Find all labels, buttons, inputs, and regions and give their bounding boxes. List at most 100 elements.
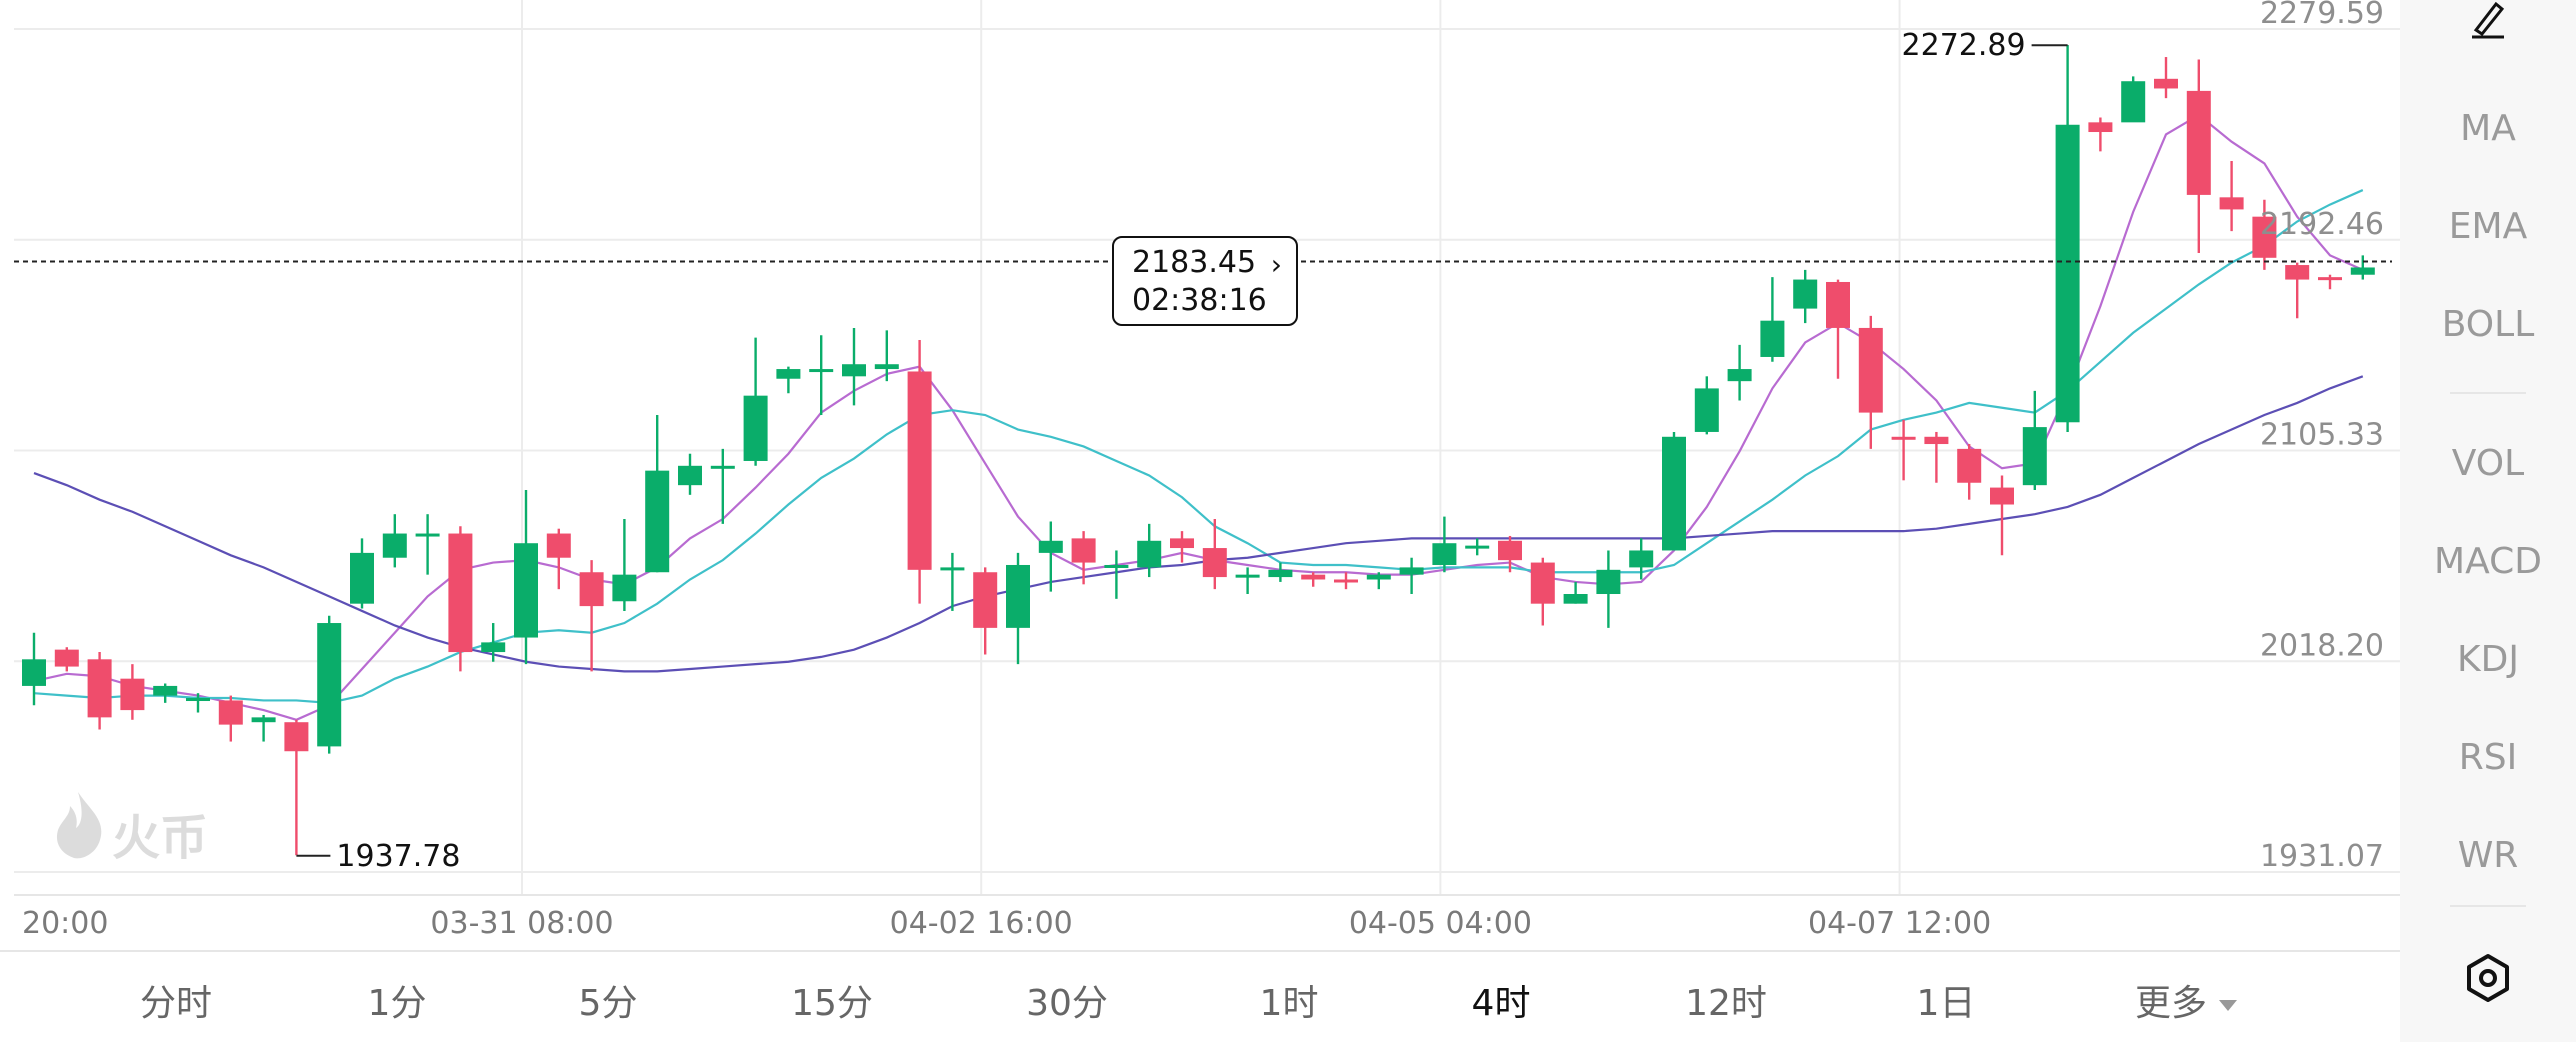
candle-body — [514, 543, 538, 638]
candle-body — [448, 533, 473, 653]
candle-body — [284, 722, 309, 752]
indicator-vol[interactable]: VOL — [2451, 443, 2525, 484]
crosshair-time: 02:38:16 — [1132, 283, 1267, 318]
moving-average-line — [33, 375, 2364, 673]
candle-body — [2088, 122, 2113, 133]
crosshair-price-tooltip[interactable]: 2183.45 02:38:16 › — [1112, 236, 1298, 326]
edit-pencil-icon[interactable] — [2462, 0, 2514, 40]
candle-body — [54, 649, 79, 667]
candle-body — [382, 533, 407, 558]
candle-body — [2186, 90, 2211, 195]
candle-body — [1399, 567, 1424, 575]
x-axis-time-label: 04-02 16:00 — [890, 906, 1073, 941]
candle-body — [678, 465, 702, 486]
candle-body — [546, 533, 571, 558]
candle-body — [481, 642, 506, 653]
y-axis-price-label: 2192.46 — [2260, 207, 2384, 242]
candle-body — [1137, 540, 1162, 568]
min-price-label: 1937.78 — [336, 839, 460, 874]
indicator-ema[interactable]: EMA — [2448, 206, 2528, 247]
candle-body — [415, 533, 440, 537]
candle-body — [251, 717, 276, 723]
indicator-macd[interactable]: MACD — [2434, 541, 2542, 582]
candle-body — [809, 369, 834, 373]
candle-body — [907, 371, 932, 570]
moving-average-line — [33, 113, 2364, 721]
interval-tab-15m[interactable]: 15分 — [791, 983, 873, 1024]
x-axis-time-label: 20:00 — [22, 906, 108, 941]
candle-body — [1202, 548, 1227, 578]
candle-body — [973, 572, 998, 628]
candle-body — [1465, 545, 1490, 549]
candle-body — [2055, 124, 2080, 423]
candle-body — [218, 700, 243, 725]
candle-body — [1301, 574, 1326, 580]
interval-tab-timeline[interactable]: 分时 — [139, 983, 213, 1024]
x-axis-time-label: 03-31 08:00 — [430, 906, 613, 941]
sidebar-divider — [2450, 905, 2526, 907]
candle-body — [1858, 327, 1883, 413]
indicator-wr[interactable]: WR — [2457, 835, 2519, 876]
kline-chart[interactable]: 2279.59 2192.46 2105.33 2018.20 1931.07 20:00… — [0, 0, 2400, 950]
candle-body — [2285, 265, 2310, 280]
indicator-ma[interactable]: MA — [2460, 108, 2516, 149]
x-axis-time-label: 04-05 04:00 — [1349, 906, 1532, 941]
candle-body — [1563, 594, 1588, 604]
candle-body — [1498, 540, 1522, 561]
candle-body — [186, 698, 210, 702]
candle-body — [1104, 564, 1129, 568]
candle-body — [1793, 279, 1818, 309]
indicator-kdj[interactable]: KDJ — [2457, 639, 2519, 680]
candle-body — [317, 623, 342, 747]
candle-body — [1366, 574, 1391, 580]
interval-tab-1d[interactable]: 1日 — [1916, 983, 1976, 1024]
candle-body — [1235, 574, 1260, 578]
candle-body — [2022, 427, 2047, 486]
flame-logo-icon — [56, 792, 102, 859]
candle-body — [1170, 538, 1194, 549]
candle-body — [1071, 538, 1096, 563]
more-label: 更多 — [2134, 983, 2208, 1024]
moving-average-line — [33, 189, 2364, 704]
interval-more-dropdown[interactable]: 更多 — [2134, 974, 2238, 1026]
interval-tab-1m[interactable]: 1分 — [367, 983, 427, 1024]
y-axis-price-label: 2018.20 — [2260, 628, 2384, 663]
settings-hexagon-icon[interactable] — [2458, 948, 2518, 1008]
indicator-sidebar: MA EMA BOLL VOL MACD KDJ RSI WR — [2400, 0, 2576, 1042]
candle-body — [1891, 436, 1916, 440]
interval-tab-1h[interactable]: 1时 — [1259, 983, 1319, 1024]
candle-body — [2252, 216, 2277, 258]
watermark-text: 火币 — [112, 810, 209, 866]
max-price-label: 2272.89 — [1902, 28, 2026, 63]
candle-body — [153, 685, 178, 696]
candle-body — [1924, 436, 1949, 445]
candle-body — [120, 678, 145, 711]
kline-chart-svg: 2279.59 2192.46 2105.33 2018.20 1931.07 20:00… — [14, 0, 2400, 941]
candle-body — [1662, 436, 1686, 551]
candle-body — [1694, 388, 1719, 432]
candle-body — [1006, 564, 1030, 628]
candle-body — [2219, 197, 2244, 210]
candle-body — [22, 659, 46, 686]
candle-body — [1530, 562, 1555, 604]
interval-tab-30m[interactable]: 30分 — [1026, 983, 1108, 1024]
crosshair-price: 2183.45 — [1132, 245, 1257, 280]
interval-tabs-bar: 分时 1分 5分 15分 30分 1时 4时 12时 1日 更多 — [0, 950, 2400, 1044]
interval-tab-5m[interactable]: 5分 — [578, 983, 638, 1024]
candle-body — [645, 470, 670, 573]
sidebar-divider — [2450, 392, 2526, 394]
chevron-right-icon: › — [1270, 248, 1282, 281]
candle-body — [1432, 543, 1457, 565]
indicator-rsi[interactable]: RSI — [2458, 737, 2518, 778]
huobi-watermark: 火币 — [48, 790, 238, 866]
candle-body — [2121, 81, 2146, 123]
interval-tab-12h[interactable]: 12时 — [1685, 983, 1767, 1024]
indicator-boll[interactable]: BOLL — [2441, 304, 2535, 345]
candle-body — [1334, 579, 1358, 583]
candle-body — [940, 567, 965, 571]
candle-body — [1760, 320, 1785, 357]
interval-tab-4h[interactable]: 4时 — [1471, 983, 1531, 1024]
y-axis-price-label: 2279.59 — [2260, 0, 2384, 31]
candle-body — [579, 572, 604, 607]
candle-body — [1990, 487, 2014, 505]
